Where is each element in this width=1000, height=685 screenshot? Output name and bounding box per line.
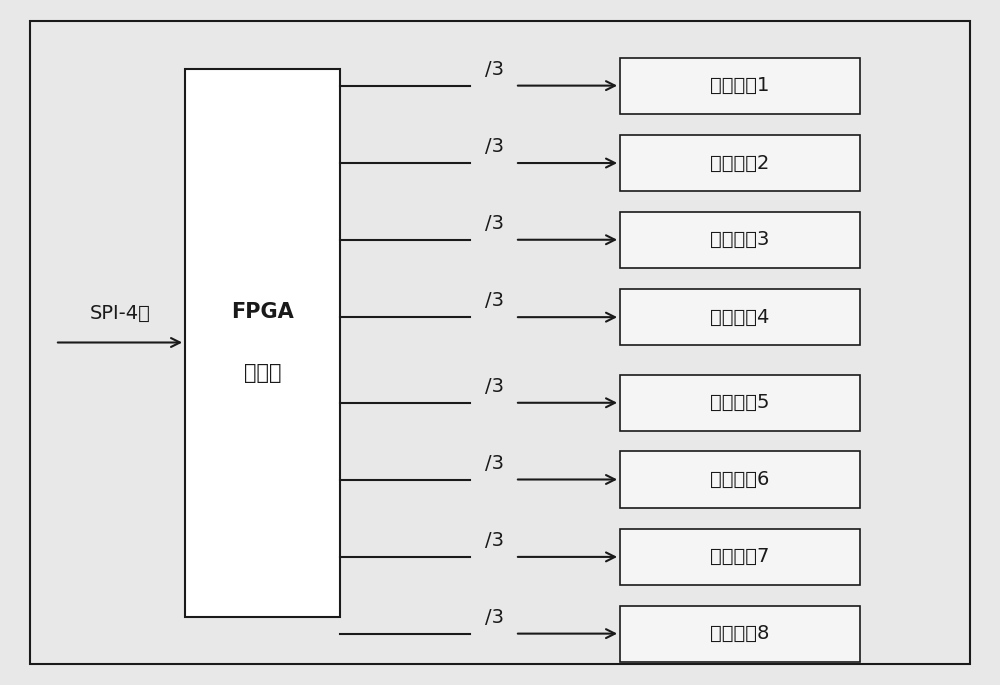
Text: /3: /3 <box>485 137 504 156</box>
Text: 衰减控制3: 衰减控制3 <box>710 230 770 249</box>
Text: 衰减控制2: 衰减控制2 <box>710 153 770 173</box>
Text: 衰减控制6: 衰减控制6 <box>710 470 770 489</box>
Bar <box>620 375 860 431</box>
Bar <box>185 68 340 616</box>
Text: FPGA: FPGA <box>231 301 294 322</box>
Bar <box>620 135 860 191</box>
Bar <box>620 212 860 268</box>
Text: /3: /3 <box>485 608 504 627</box>
Text: /3: /3 <box>485 291 504 310</box>
Text: /3: /3 <box>485 531 504 550</box>
Text: /3: /3 <box>485 453 504 473</box>
Text: 衰减控制5: 衰减控制5 <box>710 393 770 412</box>
Text: 衰减控制8: 衰减控制8 <box>710 624 770 643</box>
Text: 衰减控制1: 衰减控制1 <box>710 76 770 95</box>
Text: /3: /3 <box>485 377 504 396</box>
Bar <box>620 529 860 585</box>
Text: 衰减控制4: 衰减控制4 <box>710 308 770 327</box>
Text: （从）: （从） <box>244 363 281 384</box>
Text: /3: /3 <box>485 60 504 79</box>
Text: SPI-4线: SPI-4线 <box>90 304 150 323</box>
Bar <box>620 58 860 114</box>
Text: 衰减控制7: 衰减控制7 <box>710 547 770 566</box>
Bar <box>620 606 860 662</box>
Text: /3: /3 <box>485 214 504 233</box>
Bar <box>620 289 860 345</box>
Bar <box>620 451 860 508</box>
